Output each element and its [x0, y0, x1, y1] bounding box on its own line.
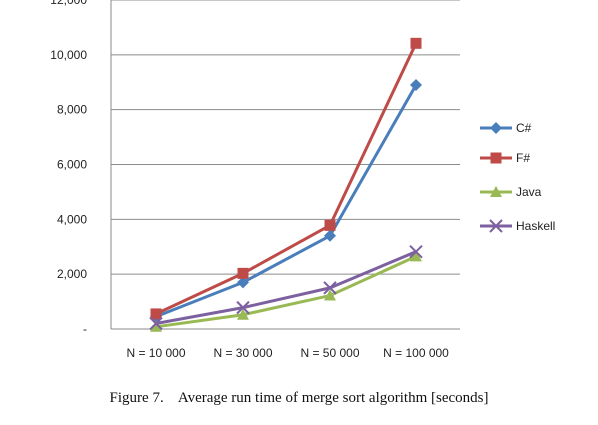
y-tick-label: -: [83, 322, 87, 336]
legend-label: C#: [516, 121, 532, 135]
x-tick-labels: N = 10 000 N = 30 000 N = 50 000 N = 100 00…: [126, 346, 449, 360]
legend-marker: [490, 122, 502, 134]
series-line: [156, 85, 416, 317]
x-tick-label: N = 100 000: [383, 346, 449, 360]
legend-item: F#: [480, 151, 530, 165]
x-tick-label: N = 30 000: [213, 346, 272, 360]
series-f-sharp: [151, 38, 422, 320]
x-tick-label: N = 50 000: [300, 346, 359, 360]
legend-item: Java: [480, 185, 542, 199]
data-point: [151, 308, 162, 319]
y-tick-label: 6,000: [57, 158, 87, 172]
series-line: [156, 252, 416, 324]
legend-marker: [491, 153, 502, 164]
y-tick-labels: - 2,000 4,000 6,000 8,000 10,000 12,000: [50, 0, 87, 336]
legend-label: Java: [516, 185, 542, 199]
legend: C# F# Java Haskell: [480, 121, 555, 233]
gridlines: [111, 0, 460, 274]
y-tick-label: 12,000: [50, 0, 87, 7]
x-tick-label: N = 10 000: [126, 346, 185, 360]
y-tick-label: 8,000: [57, 103, 87, 117]
series-lines: [150, 38, 422, 332]
figure-caption: Figure 7. Average run time of merge sort…: [0, 390, 598, 407]
data-point: [324, 230, 336, 242]
y-tick-label: 4,000: [57, 212, 87, 226]
data-point: [238, 268, 249, 279]
legend-label: F#: [516, 151, 530, 165]
y-tick-label: 2,000: [57, 267, 87, 281]
y-tick-label: 10,000: [50, 48, 87, 62]
legend-item: C#: [480, 121, 532, 135]
data-point: [411, 38, 422, 49]
chart: - 2,000 4,000 6,000 8,000 10,000 12,000 N = 10…: [0, 0, 598, 380]
series-java: [150, 250, 422, 331]
legend-label: Haskell: [516, 219, 555, 233]
data-point: [325, 220, 336, 231]
data-point: [410, 79, 422, 91]
legend-item: Haskell: [480, 219, 555, 233]
